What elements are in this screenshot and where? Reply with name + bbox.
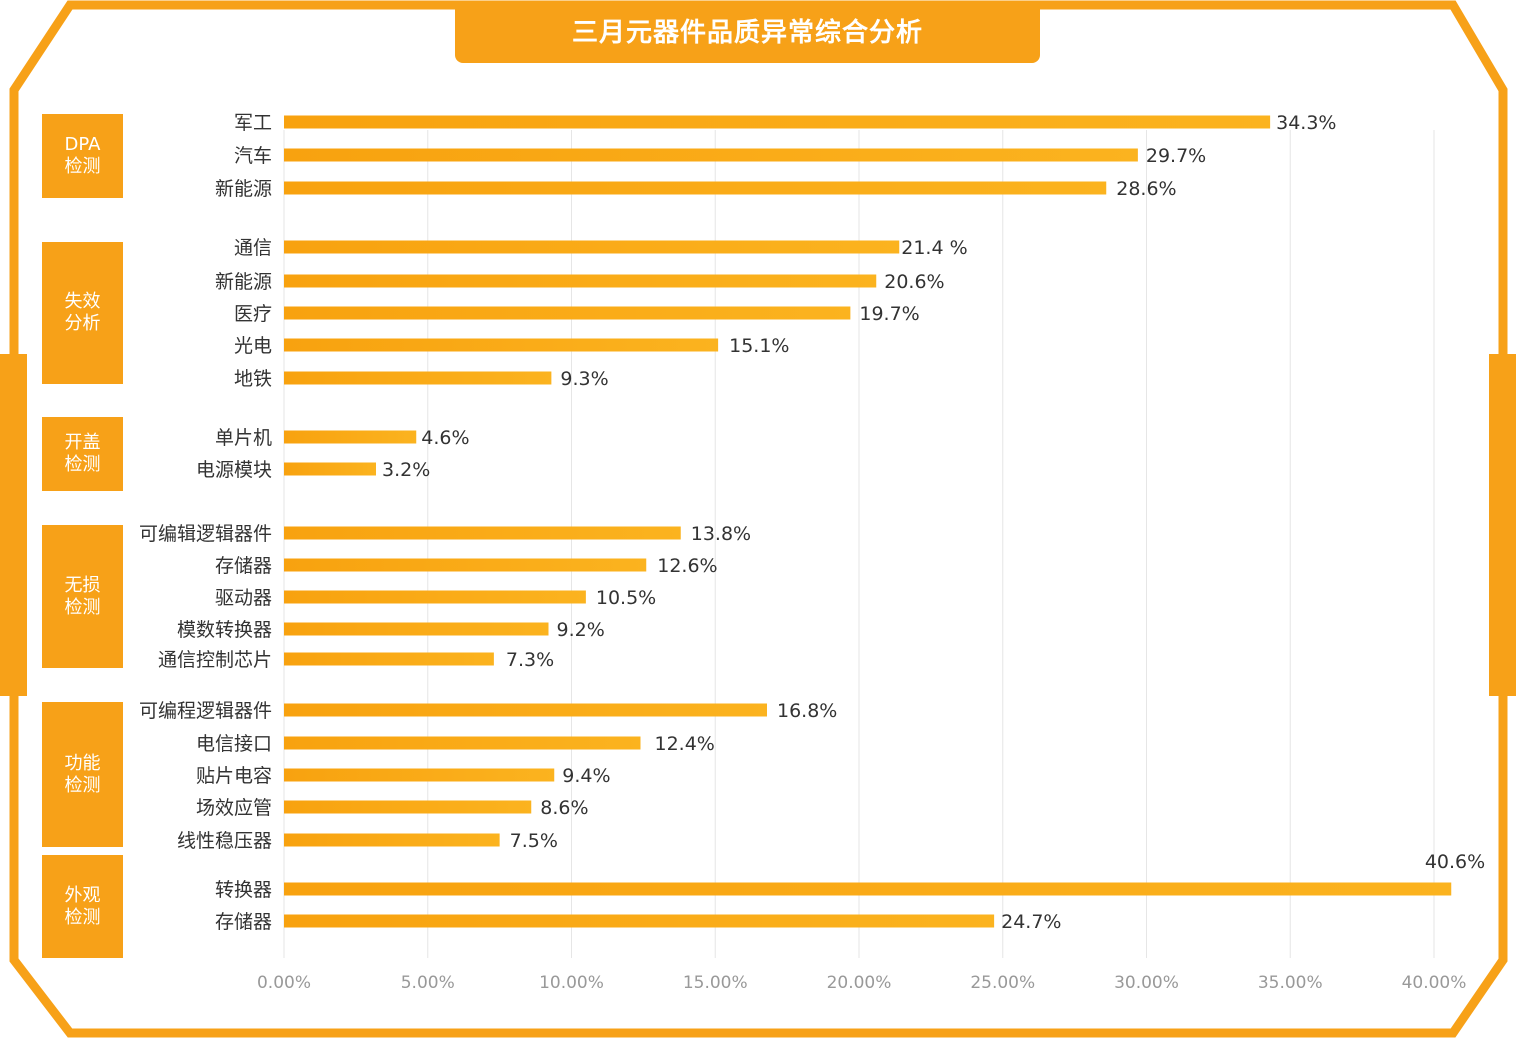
chart-title: 三月元器件品质异常综合分析 <box>571 18 923 48</box>
grid-lines <box>283 130 1435 958</box>
value-label: 3.2% <box>382 459 430 481</box>
category-label: 新能源 <box>215 271 272 293</box>
value-label: 24.7% <box>1001 911 1061 933</box>
value-label: 12.4% <box>655 733 715 755</box>
left-side-tab <box>0 354 27 696</box>
category-label: 地铁 <box>234 368 272 390</box>
group-visual-inspection: 外观 检测 <box>42 855 123 958</box>
value-label: 10.5% <box>596 587 656 609</box>
bar <box>284 652 494 666</box>
category-label: 通信控制芯片 <box>158 649 272 671</box>
x-tick-label: 5.00% <box>401 973 455 993</box>
value-label: 7.5% <box>510 830 558 852</box>
bar <box>284 306 851 320</box>
x-tick-label: 25.00% <box>970 973 1035 993</box>
category-label: 通信 <box>234 237 272 259</box>
bar <box>284 115 1271 129</box>
value-label: 7.3% <box>506 649 554 671</box>
x-tick-label: 20.00% <box>827 973 892 993</box>
bar <box>284 768 555 782</box>
bar <box>284 590 586 604</box>
category-label: 军工 <box>234 112 272 134</box>
category-label: 贴片电容 <box>196 765 272 787</box>
category-label: 转换器 <box>215 879 272 901</box>
value-label: 12.6% <box>657 555 717 577</box>
value-label: 15.1% <box>729 335 789 357</box>
value-label: 40.6% <box>1425 851 1485 873</box>
group-dpa-inspection: DPA 检测 <box>42 114 123 198</box>
value-label: 34.3% <box>1276 112 1336 134</box>
bar <box>284 181 1107 195</box>
x-tick-label: 30.00% <box>1114 973 1179 993</box>
category-label: 模数转换器 <box>177 619 272 641</box>
bar <box>284 736 641 750</box>
category-label: 存储器 <box>215 911 272 933</box>
bar <box>284 526 681 540</box>
value-label: 16.8% <box>777 700 837 722</box>
bar <box>284 430 417 444</box>
group-failure-analysis: 失效 分析 <box>42 242 123 384</box>
bar <box>284 914 995 928</box>
bar <box>284 882 1452 896</box>
labels: 0.00% 5.00% 10.00% 15.00% 20.00% 25.00% 30.00%… <box>139 112 1485 993</box>
bar <box>284 371 552 385</box>
bars <box>284 115 1452 928</box>
x-tick-label: 40.00% <box>1402 973 1467 993</box>
bar <box>284 800 532 814</box>
category-label: 电源模块 <box>196 459 272 481</box>
value-label: 9.2% <box>557 619 605 641</box>
bar <box>284 833 500 847</box>
group-nondestructive-inspection: 无损 检测 <box>42 525 123 668</box>
value-label: 4.6% <box>421 427 469 449</box>
category-label: 电信接口 <box>196 733 272 755</box>
group-decap-inspection: 开盖 检测 <box>42 417 123 491</box>
category-label: 可编辑逻辑器件 <box>139 523 272 545</box>
title-box <box>455 8 1040 63</box>
category-label: 光电 <box>234 335 272 357</box>
value-label: 20.6% <box>884 271 944 293</box>
category-label: 可编程逻辑器件 <box>139 700 272 722</box>
category-label: 单片机 <box>215 427 272 449</box>
x-tick-label: 10.00% <box>539 973 604 993</box>
category-label: 汽车 <box>234 145 272 167</box>
x-tick-label: 15.00% <box>683 973 748 993</box>
category-label: 新能源 <box>215 178 272 200</box>
value-label: 19.7% <box>859 303 919 325</box>
value-label: 9.4% <box>562 765 610 787</box>
category-label: 线性稳压器 <box>177 830 272 852</box>
value-label: 21.4 % <box>901 237 967 259</box>
bar <box>284 274 877 288</box>
bar <box>284 338 719 352</box>
value-label: 29.7% <box>1146 145 1206 167</box>
x-tick-label: 35.00% <box>1258 973 1323 993</box>
bar <box>284 703 767 717</box>
bar <box>284 148 1138 162</box>
value-label: 13.8% <box>691 523 751 545</box>
x-tick-label: 0.00% <box>257 973 311 993</box>
bar <box>284 622 549 636</box>
bar <box>284 462 376 476</box>
category-label: 驱动器 <box>215 587 272 609</box>
right-side-tab <box>1489 354 1516 696</box>
category-label: 医疗 <box>234 303 272 325</box>
value-label: 8.6% <box>540 797 588 819</box>
category-label: 存储器 <box>215 555 272 577</box>
value-label: 28.6% <box>1116 178 1176 200</box>
category-label: 场效应管 <box>196 797 272 819</box>
value-label: 9.3% <box>560 368 608 390</box>
bar <box>284 240 900 254</box>
group-functional-inspection: 功能 检测 <box>42 702 123 847</box>
bar <box>284 558 647 572</box>
